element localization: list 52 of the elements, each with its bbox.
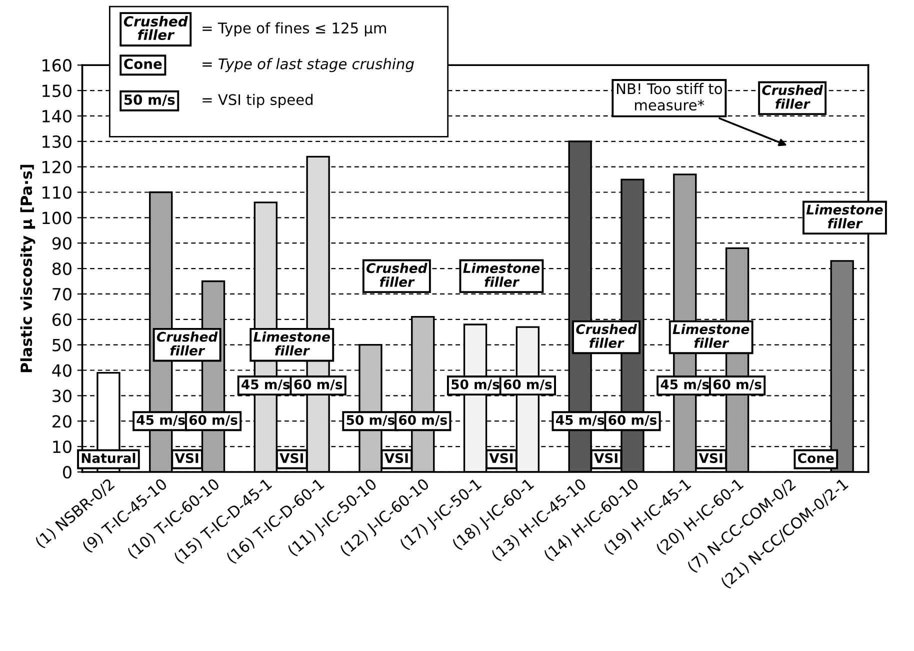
annotation: 50 m/s: [346, 414, 395, 426]
annotation: Limestone filler: [254, 332, 330, 356]
annotation: Crushed filler: [762, 84, 824, 109]
y-tick-label: 80: [52, 262, 72, 276]
y-tick-label: 30: [52, 390, 72, 402]
annotation: Crushed filler: [576, 324, 638, 348]
annotation: Crushed filler: [156, 332, 218, 356]
y-tick-label: 100: [42, 212, 72, 224]
annotation: VSI: [384, 453, 408, 464]
y-tick-label: 10: [53, 440, 72, 454]
annotation: VSI: [174, 453, 198, 464]
annotation: 60 m/s: [294, 379, 342, 390]
text: = Type of fines ≤ 125 µm: [202, 22, 386, 36]
annotation: = VSI tip speed: [202, 94, 312, 108]
y-tick-label: 40: [52, 364, 72, 377]
annotation: 50 m/s: [124, 94, 175, 106]
y-axis-title: Plastic viscosity µ [Pa·s]: [20, 164, 36, 372]
annotation: = Type of last stage crushing: [202, 58, 414, 72]
y-tick-label: 20: [52, 415, 72, 428]
annotation: 60 m/s: [713, 379, 762, 390]
annotation: 45 m/s: [660, 380, 709, 390]
annotation: Limestone filler: [806, 204, 883, 228]
annotation: NB! Too stiff to measure*: [616, 82, 722, 111]
annotation: 60 m/s: [399, 414, 447, 426]
annotation: Crushed filler: [366, 262, 428, 287]
y-tick-label: 60: [52, 313, 72, 326]
y-tick-label: 140: [42, 110, 72, 123]
y-tick-label: 90: [52, 237, 72, 250]
annotation: 45 m/s: [242, 380, 290, 390]
annotation: 60 m/s: [504, 379, 552, 390]
y-tick-label: 150: [42, 84, 72, 98]
annotation: Natural: [82, 452, 136, 464]
y-tick-label: 160: [42, 59, 72, 72]
y-tick-label: 0: [63, 466, 72, 479]
annotation: 45 m/s: [136, 415, 185, 426]
y-tick-label: 120: [42, 160, 72, 174]
annotation: VSI: [489, 453, 513, 464]
annotation: VSI: [280, 453, 303, 464]
y-tick-label: 110: [42, 186, 72, 199]
annotation: VSI: [698, 453, 722, 464]
annotation: 50 m/s: [452, 379, 500, 390]
annotation: Limestone filler: [463, 262, 540, 287]
annotation: Limestone filler: [672, 324, 750, 348]
annotation: 60 m/s: [189, 414, 238, 426]
annotation: Cone: [124, 58, 162, 70]
y-tick-label: 50: [52, 338, 72, 352]
y-tick-label: 130: [42, 135, 72, 148]
y-tick-label: 70: [52, 288, 72, 301]
annotation: Cone: [798, 453, 834, 464]
annotation: 60 m/s: [608, 414, 657, 426]
annotation: VSI: [594, 453, 618, 464]
text: Crushed filler: [124, 16, 188, 40]
